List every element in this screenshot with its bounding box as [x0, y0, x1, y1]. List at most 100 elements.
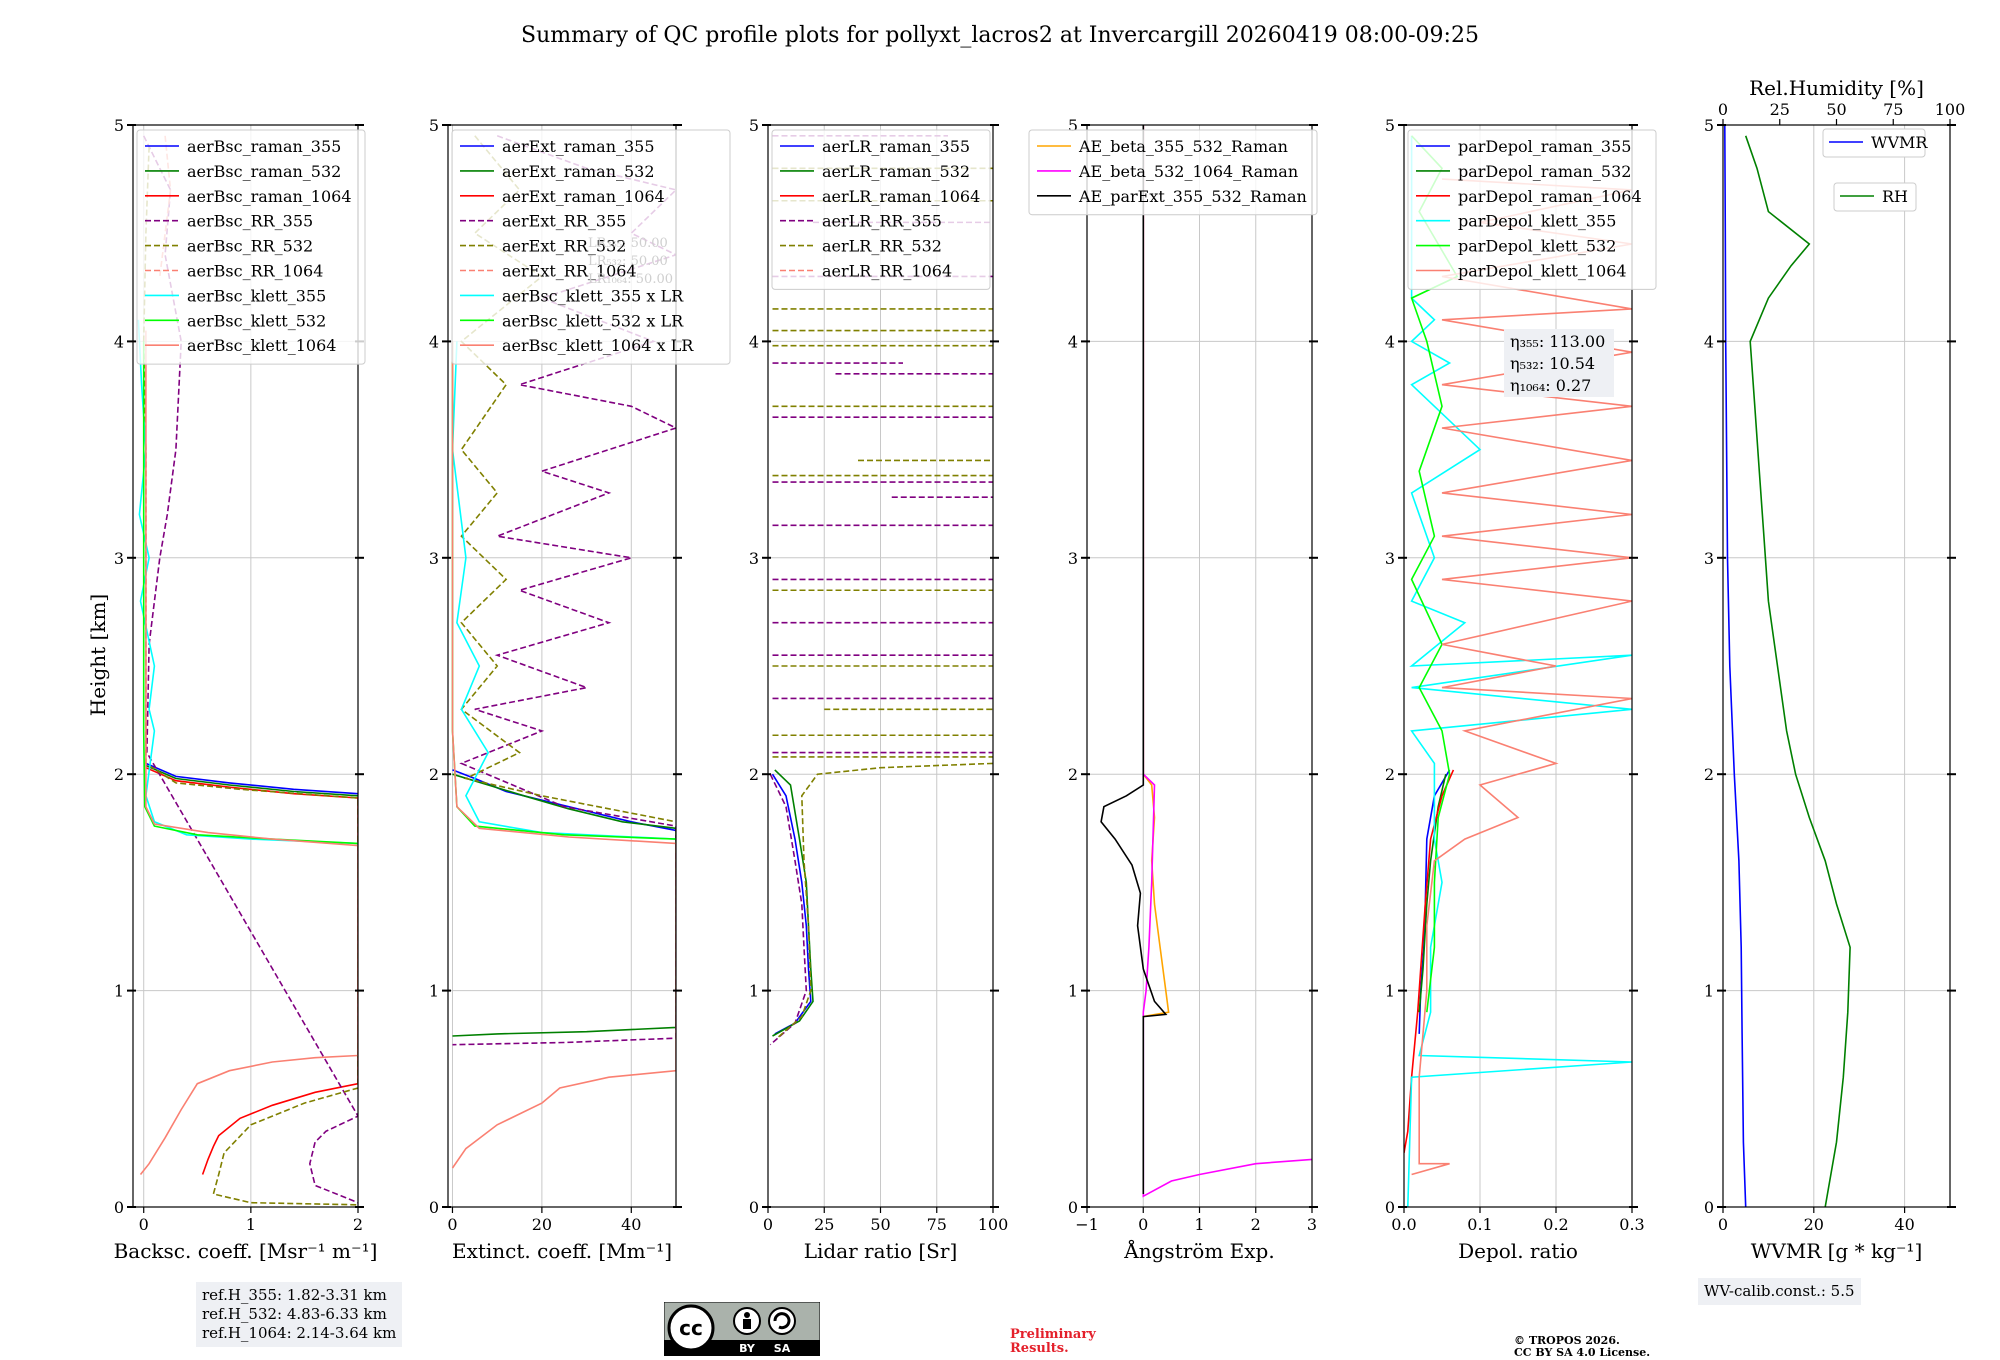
copyright-line-2: CC BY SA 4.0 License. [1514, 1346, 1651, 1359]
xtick-label: 0.2 [1543, 1215, 1568, 1234]
eta-value: η₅₃₂: 10.54 [1510, 354, 1595, 373]
xtick-label: 100 [978, 1215, 1009, 1234]
preliminary-line-1: Preliminary [1010, 1327, 1096, 1342]
series-aerBsc_RR_532 [142, 146, 358, 1206]
xtick-label: 0 [763, 1215, 773, 1234]
legend-entry: aerBsc_klett_532 x LR [502, 311, 684, 330]
preliminary-note: Preliminary Results. [1010, 1328, 1096, 1356]
ytick-label: 3 [114, 549, 124, 568]
xtick-label: 20 [1804, 1215, 1824, 1234]
legend-entry: aerBsc_klett_1064 x LR [502, 336, 694, 355]
ytick-label: 3 [1704, 549, 1714, 568]
series-parDepol_raman_1064 [1404, 769, 1455, 1154]
panel-depol: 0 1 2 3 4 5 0.0 0.1 0.2 0.3 Depol. ratio parDepol_r… [1385, 116, 1657, 1263]
legend: aerBsc_raman_355 aerBsc_raman_532 aerBsc_r… [136, 129, 366, 365]
series-aerExt_RR_355 [452, 135, 676, 1046]
legend: AE_beta_355_532_Raman AE_beta_532_1064_Ra… [1028, 129, 1318, 216]
wv-calib-text: WV-calib.const.: 5.5 [1704, 1282, 1855, 1300]
eta-box [1504, 329, 1614, 397]
legend-entry: aerLR_RR_355 [822, 212, 942, 231]
legend-entry: parDepol_klett_532 [1458, 237, 1616, 256]
ytick-label: 5 [1385, 116, 1395, 135]
series-aerBsc_klett_355 [137, 319, 358, 845]
ref-height-532: ref.H_532: 4.83-6.33 km [202, 1305, 387, 1323]
top-xtick-label: 0 [1718, 100, 1728, 119]
axes-frame [1403, 124, 1633, 1208]
top-xtick-label: 50 [1826, 100, 1846, 119]
ytick-label: 2 [1704, 765, 1714, 784]
ytick-label: 2 [1385, 765, 1395, 784]
ytick-label: 0 [1385, 1198, 1395, 1217]
xtick-label: 40 [621, 1215, 641, 1234]
legend-entry: aerBsc_RR_355 [187, 212, 313, 231]
ytick-label: 2 [749, 765, 759, 784]
ytick-label: 0 [1068, 1198, 1078, 1217]
ref-height-1064: ref.H_1064: 2.14-3.64 km [202, 1324, 397, 1342]
xtick-label: 0.3 [1619, 1215, 1644, 1234]
legend-entry: aerLR_raman_532 [822, 162, 970, 181]
legend: aerExt_raman_355 aerExt_raman_532 aerExt_r… [451, 129, 731, 365]
legend: WVMR RH [1822, 128, 1928, 212]
ytick-label: 1 [1385, 982, 1395, 1001]
ytick-label: 4 [1704, 332, 1714, 351]
ytick-label: 2 [429, 765, 439, 784]
legend-entry: aerBsc_RR_532 [187, 237, 313, 256]
xtick-label: 0 [447, 1215, 457, 1234]
series-aerExt_raman_532 [452, 773, 676, 1037]
legend-entry: aerLR_RR_1064 [822, 262, 952, 281]
ytick-label: 1 [1068, 982, 1078, 1001]
legend-entry: aerExt_RR_1064 [502, 262, 637, 281]
legend-entry: parDepol_klett_1064 [1458, 262, 1627, 281]
series-aerBsc_raman_532 [145, 764, 358, 797]
ytick-label: 0 [429, 1198, 439, 1217]
x-axis-label: Ångström Exp. [1123, 1238, 1274, 1263]
ytick-label: 5 [749, 116, 759, 135]
eta-value: η₃₅₅: 113.00 [1510, 332, 1605, 351]
ytick-label: 0 [114, 1198, 124, 1217]
ytick-label: 1 [749, 982, 759, 1001]
xtick-label: 1 [1194, 1215, 1204, 1234]
series-aerLR_raman_532 [772, 769, 814, 1037]
xtick-label: 20 [532, 1215, 552, 1234]
legend-entry: aerBsc_RR_1064 [187, 262, 323, 281]
legend-entry: aerExt_RR_355 [502, 212, 626, 231]
xtick-label: 40 [1894, 1215, 1914, 1234]
axes-frame [1722, 124, 1951, 1208]
ytick-label: 5 [1068, 116, 1078, 135]
series-group [1404, 135, 1632, 1207]
ytick-label: 1 [429, 982, 439, 1001]
ytick-label: 2 [114, 765, 124, 784]
series-aerLR_RR_355 [769, 773, 808, 1046]
legend-entry: aerBsc_klett_532 [187, 311, 326, 330]
legend-entry: RH [1882, 187, 1908, 206]
xtick-label: 25 [814, 1215, 834, 1234]
legend: parDepol_raman_355 parDepol_raman_532 parD… [1407, 129, 1657, 290]
series-group [769, 135, 993, 1046]
legend-entry: aerExt_raman_1064 [502, 187, 665, 206]
series-aerBsc_klett_1064 x LR [451, 341, 676, 1169]
ytick-label: 3 [429, 549, 439, 568]
ytick-label: 0 [749, 1198, 759, 1217]
y-axis-label: Height [km] [86, 594, 110, 716]
x-axis-label: Backsc. coeff. [Msr⁻¹ m⁻¹] [114, 1239, 378, 1263]
legend-box [771, 129, 991, 290]
legend: aerLR_raman_355 aerLR_raman_532 aerLR_rama… [771, 129, 991, 290]
series-group [1100, 125, 1312, 1198]
series-aerBsc_klett_532 x LR [451, 341, 676, 840]
top-xtick-label: 100 [1935, 100, 1966, 119]
series-aerBsc_klett_1064 [139, 330, 358, 1175]
sa-share-icon [768, 1307, 796, 1335]
legend-box [451, 129, 731, 365]
legend-entry: aerExt_raman_355 [502, 137, 655, 156]
legend-box [1822, 128, 1926, 158]
xtick-label: 2 [353, 1215, 363, 1234]
top-xtick-label: 75 [1883, 100, 1903, 119]
x-axis-label: Depol. ratio [1458, 1239, 1578, 1263]
xtick-label: 0.1 [1467, 1215, 1492, 1234]
copyright-note: © TROPOS 2026. CC BY SA 4.0 License. [1514, 1335, 1650, 1359]
eta-value: η₁₀₆₄: 0.27 [1510, 376, 1591, 395]
x-axis-label: Extinct. coeff. [Mm⁻¹] [452, 1239, 672, 1263]
chart-title: Summary of QC profile plots for pollyxt_… [521, 23, 1479, 48]
